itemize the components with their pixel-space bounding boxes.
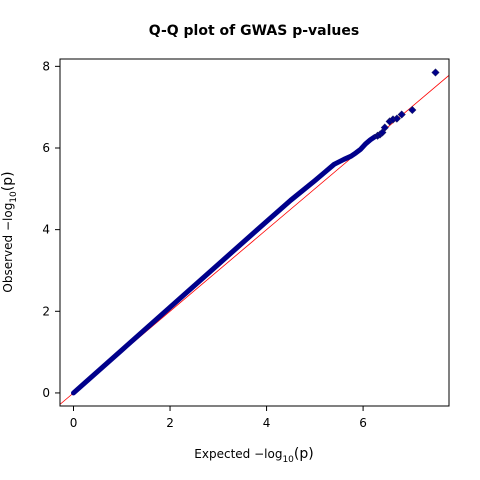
y-tick-label: 2 — [42, 304, 50, 318]
y-tick-label: 6 — [42, 141, 50, 155]
plot-frame — [59, 58, 450, 407]
x-tick-label: 6 — [359, 416, 367, 430]
y-axis-label-main: Observed −log — [1, 203, 15, 293]
chart-title: Q-Q plot of GWAS p-values — [149, 23, 359, 39]
x-tick-label: 0 — [70, 416, 78, 430]
data-point — [380, 123, 389, 132]
x-axis-label-subscript: 10 — [282, 455, 294, 465]
y-axis: 0 2 4 6 8 — [42, 59, 60, 400]
plot-area — [60, 68, 449, 405]
x-axis-label-variable: (p) — [294, 446, 314, 462]
y-axis-label-subscript: 10 — [9, 191, 19, 203]
y-tick-label: 8 — [42, 59, 50, 73]
data-point — [392, 114, 401, 123]
observed-points-band — [71, 134, 378, 396]
x-axis: 0 2 4 6 — [70, 406, 367, 430]
y-axis-label-variable: (p) — [0, 171, 16, 191]
y-axis-label: Observed −log10(p) — [0, 171, 19, 292]
data-point — [431, 68, 440, 77]
x-axis-label: Expected −log10(p) — [194, 446, 313, 465]
y-tick-label: 4 — [42, 223, 50, 237]
x-tick-label: 2 — [166, 416, 174, 430]
x-tick-label: 4 — [263, 416, 271, 430]
y-tick-label: 0 — [42, 386, 50, 400]
x-axis-label-main: Expected −log — [194, 447, 282, 461]
data-point — [397, 110, 406, 119]
data-point — [408, 106, 417, 115]
